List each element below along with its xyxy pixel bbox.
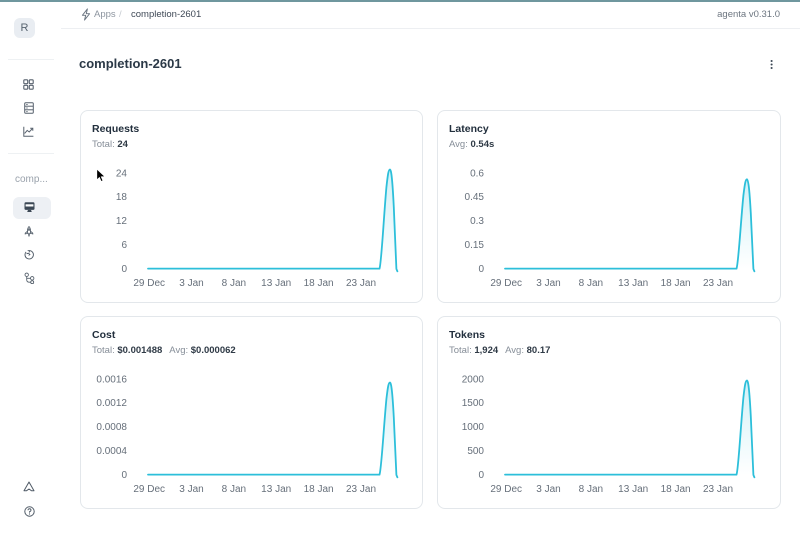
svg-text:3 Jan: 3 Jan <box>536 484 560 495</box>
svg-text:18 Jan: 18 Jan <box>661 484 691 495</box>
svg-text:0.45: 0.45 <box>465 192 485 203</box>
svg-text:3 Jan: 3 Jan <box>179 484 203 495</box>
svg-text:29 Dec: 29 Dec <box>490 278 522 289</box>
svg-text:23 Jan: 23 Jan <box>703 278 733 289</box>
svg-text:23 Jan: 23 Jan <box>346 484 376 495</box>
svg-text:8 Jan: 8 Jan <box>222 484 246 495</box>
svg-text:13 Jan: 13 Jan <box>618 278 648 289</box>
svg-text:18 Jan: 18 Jan <box>304 484 334 495</box>
svg-text:0.0008: 0.0008 <box>96 422 127 433</box>
svg-text:1000: 1000 <box>462 422 485 433</box>
svg-text:13 Jan: 13 Jan <box>261 278 291 289</box>
svg-text:29 Dec: 29 Dec <box>490 484 522 495</box>
svg-text:3 Jan: 3 Jan <box>179 278 203 289</box>
svg-text:0.0012: 0.0012 <box>96 398 127 409</box>
svg-text:23 Jan: 23 Jan <box>703 484 733 495</box>
svg-text:24: 24 <box>116 168 128 179</box>
svg-text:8 Jan: 8 Jan <box>579 484 603 495</box>
svg-text:12: 12 <box>116 216 128 227</box>
svg-text:8 Jan: 8 Jan <box>579 278 603 289</box>
svg-text:18: 18 <box>116 192 128 203</box>
svg-text:0.0004: 0.0004 <box>96 446 127 457</box>
svg-text:29 Dec: 29 Dec <box>133 484 165 495</box>
svg-text:0: 0 <box>121 264 127 275</box>
svg-text:18 Jan: 18 Jan <box>661 278 691 289</box>
svg-text:0: 0 <box>121 470 127 481</box>
svg-text:3 Jan: 3 Jan <box>536 278 560 289</box>
svg-text:500: 500 <box>467 446 484 457</box>
svg-text:6: 6 <box>121 240 127 251</box>
svg-text:13 Jan: 13 Jan <box>261 484 291 495</box>
svg-text:2000: 2000 <box>462 374 485 385</box>
svg-text:13 Jan: 13 Jan <box>618 484 648 495</box>
svg-text:29 Dec: 29 Dec <box>133 278 165 289</box>
svg-text:0.3: 0.3 <box>470 216 484 227</box>
svg-text:0.6: 0.6 <box>470 168 484 179</box>
svg-text:1500: 1500 <box>462 398 485 409</box>
svg-text:18 Jan: 18 Jan <box>304 278 334 289</box>
svg-text:0.15: 0.15 <box>465 240 485 251</box>
svg-text:0: 0 <box>478 470 484 481</box>
svg-text:0: 0 <box>478 264 484 275</box>
svg-text:8 Jan: 8 Jan <box>222 278 246 289</box>
svg-text:23 Jan: 23 Jan <box>346 278 376 289</box>
svg-text:0.0016: 0.0016 <box>96 374 127 385</box>
